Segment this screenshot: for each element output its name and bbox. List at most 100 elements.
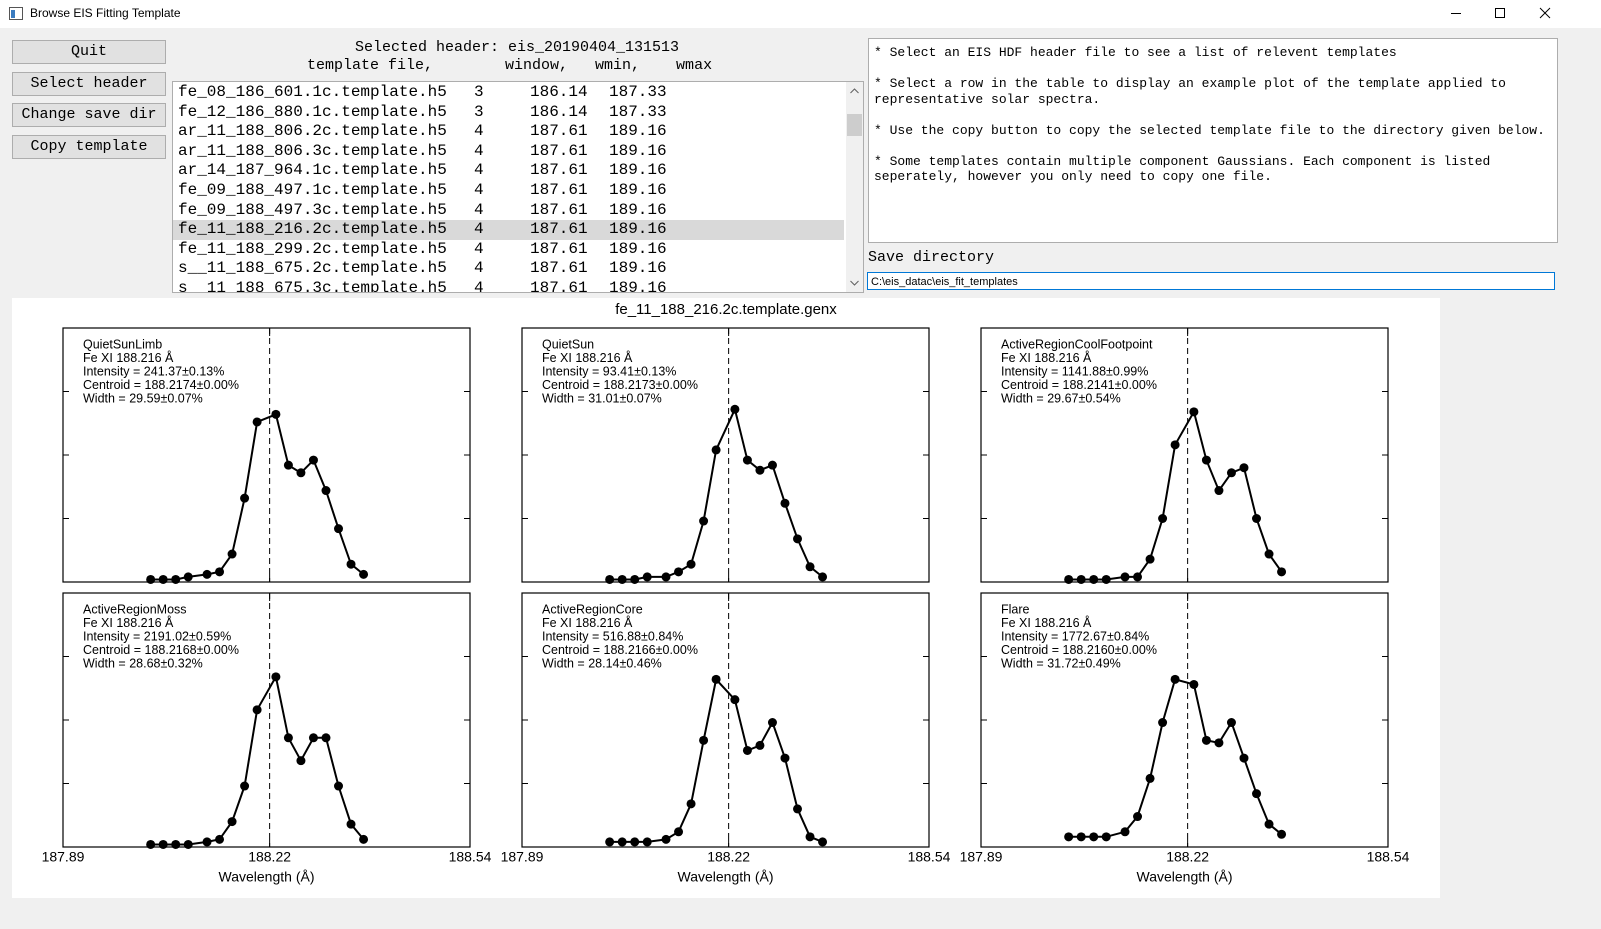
panel-label: Intensity = 241.37±0.13% xyxy=(83,364,224,378)
data-point xyxy=(321,486,331,496)
data-point xyxy=(146,574,156,584)
table-row[interactable]: fe_12_186_880.1c.template.h5 3 186.14 187.3… xyxy=(173,103,844,123)
table-row[interactable]: fe_09_188_497.1c.template.h5 4 187.61 189.1… xyxy=(173,181,844,201)
table-row[interactable]: fe_09_188_497.3c.template.h5 4 187.61 189.1… xyxy=(173,201,844,221)
x-tick-label: 188.54 xyxy=(1367,849,1410,865)
panel-label: Intensity = 1772.67±0.84% xyxy=(1001,629,1149,643)
table-row[interactable]: ar_11_188_806.2c.template.h5 4 187.61 189.1… xyxy=(173,122,844,142)
panel-label: Centroid = 188.2168±0.00% xyxy=(83,643,239,657)
x-tick-label: 187.89 xyxy=(42,849,85,865)
panel-label: Width = 29.67±0.54% xyxy=(1001,391,1121,405)
info-line: seperately, however you only need to cop… xyxy=(874,169,1272,184)
data-point xyxy=(1158,514,1168,523)
data-point xyxy=(1201,455,1211,465)
button[interactable]: Change save dir xyxy=(12,103,166,127)
data-point xyxy=(605,837,615,847)
button[interactable]: Select header xyxy=(12,71,166,96)
x-tick-label: 188.22 xyxy=(248,849,291,865)
table-cell: 187.33 xyxy=(609,102,667,121)
table-cell: 4 xyxy=(474,200,484,219)
data-point xyxy=(359,569,369,579)
info-line: * Select an EIS HDF header file to see a… xyxy=(874,45,1397,60)
data-point xyxy=(617,574,627,584)
table-row[interactable]: s__11_188_675.2c.template.h5 4 187.61 189.1… xyxy=(173,259,844,279)
panel-label: Intensity = 516.88±0.84% xyxy=(542,629,683,643)
table-cell: fe_11_188_216.2c.template.h5 xyxy=(178,220,447,239)
data-point xyxy=(1076,574,1086,584)
x-tick-label: 188.54 xyxy=(449,849,492,865)
window-title: Browse EIS Fitting Template xyxy=(30,6,181,20)
table-cell: ar_11_188_806.2c.template.h5 xyxy=(178,122,447,141)
data-point xyxy=(283,460,293,470)
data-point xyxy=(805,832,815,842)
table-row[interactable]: fe_11_188_216.2c.template.h5 4 187.61 189.1… xyxy=(173,220,844,240)
table-row[interactable]: fe_11_188_299.2c.template.h5 4 187.61 189.1… xyxy=(173,240,844,260)
figure-title: fe_11_188_216.2c.template.genx xyxy=(615,301,837,318)
save-dir-input[interactable]: C:\eis_datac\eis_fit_templates xyxy=(867,272,1555,290)
data-point xyxy=(661,834,671,844)
data-point xyxy=(1120,827,1130,837)
data-point xyxy=(158,839,168,849)
data-point xyxy=(321,733,331,743)
table-row[interactable]: ar_11_188_806.3c.template.h5 4 187.61 189.1… xyxy=(173,142,844,162)
data-point xyxy=(252,417,262,427)
table-row[interactable]: ar_14_187_964.1c.template.h5 4 187.61 189.1… xyxy=(173,161,844,181)
button[interactable]: Quit xyxy=(12,40,166,64)
data-point xyxy=(1226,468,1236,478)
table-cell: 189.16 xyxy=(609,141,667,160)
data-point xyxy=(730,404,740,414)
data-point xyxy=(1252,514,1262,523)
data-point xyxy=(1277,829,1287,839)
plot-figure: fe_11_188_216.2c.template.genx QuietSunL… xyxy=(12,298,1440,898)
data-point xyxy=(1239,463,1249,473)
table-row[interactable]: s__11_188_675.3c.template.h5 4 187.61 189.1… xyxy=(173,279,844,293)
data-point xyxy=(1226,718,1236,728)
data-point xyxy=(674,567,684,577)
data-point xyxy=(1064,832,1074,842)
panel-label: Width = 31.01±0.07% xyxy=(542,391,662,405)
x-tick-label: 187.89 xyxy=(501,849,544,865)
data-point xyxy=(1264,549,1274,559)
panel-label: Centroid = 188.2166±0.00% xyxy=(542,643,698,657)
table-cell: fe_12_186_880.1c.template.h5 xyxy=(178,102,447,121)
table-row[interactable]: fe_08_186_601.1c.template.h5 3 186.14 187.3… xyxy=(173,83,844,103)
x-axis-label: Wavelength (Å) xyxy=(1137,869,1233,885)
info-line: * Use the copy button to copy the select… xyxy=(874,122,1545,138)
data-point xyxy=(308,455,318,465)
panel-label: Flare xyxy=(1001,602,1030,616)
data-point xyxy=(674,827,684,837)
table-cell: 189.16 xyxy=(609,122,667,141)
table-cell: 189.16 xyxy=(609,161,667,180)
data-point xyxy=(1252,789,1262,799)
table-cell: 187.61 xyxy=(530,161,588,180)
data-point xyxy=(805,562,815,572)
data-point xyxy=(1264,819,1274,829)
panel-label: ActiveRegionCoolFootpoint xyxy=(1001,337,1153,351)
button[interactable]: Copy template xyxy=(12,134,166,159)
table-cell: 189.16 xyxy=(609,220,667,239)
save-dir-label: Save directory xyxy=(868,249,995,266)
table-cell: 189.16 xyxy=(609,259,667,278)
table-cell: fe_11_188_299.2c.template.h5 xyxy=(178,239,447,258)
table-cell: fe_09_188_497.3c.template.h5 xyxy=(178,200,447,219)
panel-label: Fe XI 188.216 Å xyxy=(1001,350,1092,365)
panel-label: QuietSunLimb xyxy=(83,337,162,351)
table-cell: 4 xyxy=(474,279,484,293)
data-point xyxy=(642,572,652,582)
window-controls[interactable] xyxy=(1440,0,1601,28)
data-point xyxy=(1064,574,1074,584)
table-cell: ar_11_188_806.3c.template.h5 xyxy=(178,141,447,160)
scrollbar[interactable] xyxy=(846,82,863,292)
panel-label: Fe XI 188.216 Å xyxy=(542,350,633,365)
panel-label: ActiveRegionMoss xyxy=(83,602,187,616)
panel-label: ActiveRegionCore xyxy=(542,602,643,616)
data-point xyxy=(334,524,344,534)
panel-label: Intensity = 93.41±0.13% xyxy=(542,364,676,378)
data-point xyxy=(630,837,640,847)
data-point xyxy=(711,674,721,684)
data-point xyxy=(308,733,318,743)
data-point xyxy=(359,834,369,844)
table-cell: 3 xyxy=(474,102,484,121)
